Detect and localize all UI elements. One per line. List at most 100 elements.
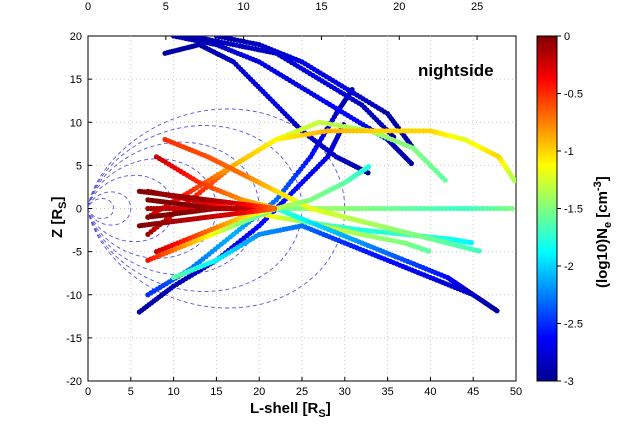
field-line [88,141,260,276]
trajectory [136,206,277,229]
data-point [381,205,387,212]
y-axis-label: Z [RS] [49,196,69,238]
data-point [369,128,375,134]
x-tick-label: 10 [167,386,179,398]
top-tick-label: 0 [85,1,91,13]
colorbar-tick-label: 0 [564,31,570,43]
colorbar-tick-label: -2.5 [564,319,583,331]
colorbar-tick-label: -1 [564,146,574,158]
data-point [325,128,331,134]
data-point [410,205,416,212]
top-tick-label: 10 [238,1,250,13]
data-point [366,205,372,212]
field-line [88,191,132,226]
x-axis-ticks: 0 5 10 15 20 25 30 35 40 45 50 [85,377,522,398]
y-tick-label: 15 [70,74,82,86]
data-point [487,205,493,212]
data-point [365,170,371,176]
x-tick-label: 0 [85,386,91,398]
data-point [409,128,415,134]
data-series [136,36,516,315]
data-point [440,205,446,212]
trajectory [162,136,482,254]
y-tick-label: 5 [76,160,82,172]
colorbar-tick-label: -2 [564,261,574,273]
data-point [374,205,380,212]
data-point [413,128,419,134]
x-tick-label: 40 [424,386,436,398]
data-point [358,128,364,134]
nightside-annotation: nightside [418,61,494,80]
data-point [363,205,369,212]
y-tick-label: -15 [66,333,82,345]
data-point [429,205,435,212]
data-point [495,205,501,212]
field-line [88,174,175,243]
data-point [465,205,471,212]
x-axis-label: L-shell [RS] [250,400,331,420]
data-point [451,205,457,212]
colorbar [536,35,558,382]
data-point [405,128,411,134]
data-point [328,128,334,134]
data-point [343,128,349,134]
data-point [271,206,277,212]
field-line [88,108,346,309]
colorbar-label: (log10)Ne [cm-3] [592,176,614,288]
data-point [372,128,378,134]
x-tick-label: 30 [339,386,351,398]
colorbar-tick-label: -1.5 [564,204,583,216]
data-point [347,128,353,134]
data-point [491,205,497,212]
data-point [473,205,479,212]
data-point [339,128,345,134]
top-tick-label: 5 [163,1,169,13]
data-point [361,128,367,134]
data-point [385,205,391,212]
data-point [402,128,408,134]
data-point [480,205,486,212]
x-tick-label: 45 [467,386,479,398]
data-point [425,205,431,212]
y-tick-label: 10 [70,117,82,129]
x-tick-label: 20 [253,386,265,398]
data-point [476,205,482,212]
top-axis-ticks: 0 5 10 15 20 25 [85,1,483,40]
field-line [88,198,115,219]
data-point [498,205,504,212]
y-tick-label: -20 [66,376,82,388]
data-point [426,248,432,254]
data-point [366,164,372,170]
data-point [336,128,342,134]
data-point [420,128,426,134]
trajectory [145,128,516,220]
data-point [502,205,508,212]
data-point [408,160,414,167]
y-tick-label: -5 [72,247,82,259]
x-tick-label: 35 [381,386,393,398]
trajectory [136,188,277,211]
x-tick-label: 5 [128,386,134,398]
data-point [396,205,402,212]
data-point [359,205,365,212]
data-point [418,205,424,212]
data-point [399,205,405,212]
data-point [421,205,427,212]
data-point [370,205,376,212]
data-point [354,128,360,134]
trajectory [171,223,500,314]
data-point [454,205,460,212]
data-point [377,205,383,212]
data-point [458,205,464,212]
data-point [383,128,389,134]
colorbar-ticks: 0 -0.5 -1 -1.5 -2 -2.5 -3 [557,31,583,388]
colorbar-tick-label: -0.5 [564,89,583,101]
data-point [414,205,420,212]
data-point [512,178,516,184]
data-point [468,240,474,246]
data-point [432,205,438,212]
data-point [436,205,442,212]
y-tick-label: -10 [66,290,82,302]
data-point [388,205,394,212]
